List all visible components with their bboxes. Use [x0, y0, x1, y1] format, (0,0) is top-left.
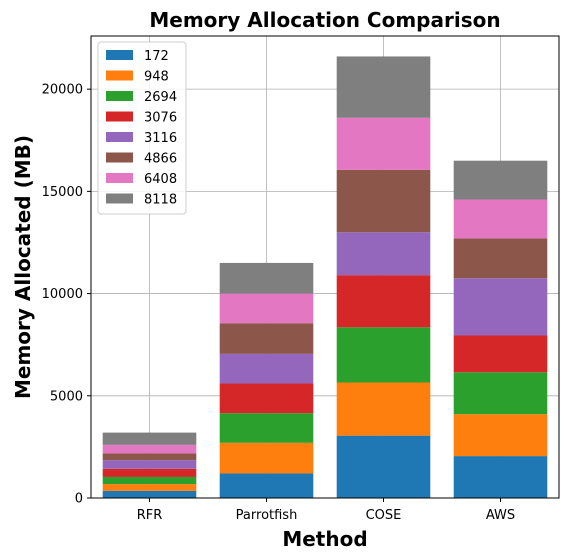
- y-tick-label: 5000: [50, 389, 83, 404]
- bar-segment-cose-3116: [336, 232, 431, 276]
- x-tick-label: RFR: [137, 508, 163, 523]
- bar-segment-parrotfish-3076: [219, 383, 314, 414]
- legend-swatch: [106, 111, 133, 122]
- bar-segment-aws-948: [453, 414, 548, 457]
- bar-segment-cose-6408: [336, 117, 431, 170]
- bars: [102, 56, 548, 498]
- x-tick-label: COSE: [366, 508, 402, 523]
- y-tick-label: 20000: [42, 83, 83, 98]
- bar-segment-rfr-3076: [102, 468, 197, 477]
- legend-label: 172: [144, 49, 169, 64]
- bar-segment-parrotfish-6408: [219, 293, 314, 324]
- y-axis-label: Memory Allocated (MB): [11, 135, 35, 399]
- plot-frame: [90, 35, 560, 499]
- bar-segment-rfr-6408: [102, 444, 197, 454]
- x-axis-label: Method: [282, 527, 367, 551]
- y-tick-label: 0: [75, 492, 83, 507]
- y-tick-label: 10000: [42, 287, 83, 302]
- bar-segment-rfr-2694: [102, 476, 197, 485]
- bar-segment-rfr-4866: [102, 453, 197, 461]
- bar-segment-aws-3076: [453, 335, 548, 373]
- bar-segment-aws-4866: [453, 238, 548, 279]
- x-tick-label: Parrotfish: [236, 508, 298, 523]
- legend-label: 948: [144, 70, 169, 85]
- bar-segment-rfr-8118: [102, 432, 197, 445]
- y-tick-label: 15000: [42, 185, 83, 200]
- legend-label: 4866: [144, 152, 177, 167]
- legend-label: 6408: [144, 172, 177, 187]
- legend-swatch: [106, 50, 133, 60]
- bar-segment-rfr-3116: [102, 460, 197, 469]
- bar-segment-cose-948: [336, 382, 431, 436]
- x-tick-label: AWS: [486, 508, 515, 523]
- chart-title: Memory Allocation Comparison: [149, 8, 500, 32]
- legend-swatch: [106, 173, 133, 183]
- bar-segment-cose-4866: [336, 169, 431, 233]
- bar-segment-parrotfish-8118: [219, 262, 314, 294]
- bar-segment-parrotfish-4866: [219, 323, 314, 354]
- legend-label: 2694: [144, 90, 177, 105]
- bar-segment-aws-6408: [453, 199, 548, 239]
- bar-segment-parrotfish-172: [219, 473, 314, 498]
- bar-segment-cose-3076: [336, 275, 431, 328]
- legend-label: 8118: [144, 193, 177, 208]
- bar-segment-parrotfish-948: [219, 442, 314, 474]
- bar-segment-aws-2694: [453, 372, 548, 415]
- legend-swatch: [106, 152, 133, 163]
- legend-box: [97, 41, 187, 215]
- bar-segment-aws-172: [453, 456, 548, 498]
- axis-ticks: RFR Parrotfish COSE AWS 0 5000 10000 15000 20000: [42, 83, 516, 523]
- legend-swatch: [106, 70, 133, 81]
- bar-segment-cose-8118: [336, 56, 431, 118]
- bar-segment-rfr-948: [102, 484, 197, 491]
- bar-segment-aws-3116: [453, 278, 548, 336]
- bar-segment-cose-2694: [336, 327, 431, 383]
- bar-segment-rfr-172: [102, 490, 197, 498]
- legend-swatch: [106, 193, 133, 204]
- bar-segment-parrotfish-3116: [219, 353, 314, 384]
- legend-label: 3116: [144, 131, 177, 146]
- bar-segment-cose-172: [336, 435, 431, 498]
- legend-label: 3076: [144, 111, 177, 126]
- bar-segment-parrotfish-2694: [219, 413, 314, 443]
- legend: 172 948 2694 3076 3116 4866 6408 8118: [97, 41, 187, 215]
- legend-swatch: [106, 132, 133, 142]
- legend-swatch: [106, 91, 133, 101]
- bar-segment-aws-8118: [453, 160, 548, 200]
